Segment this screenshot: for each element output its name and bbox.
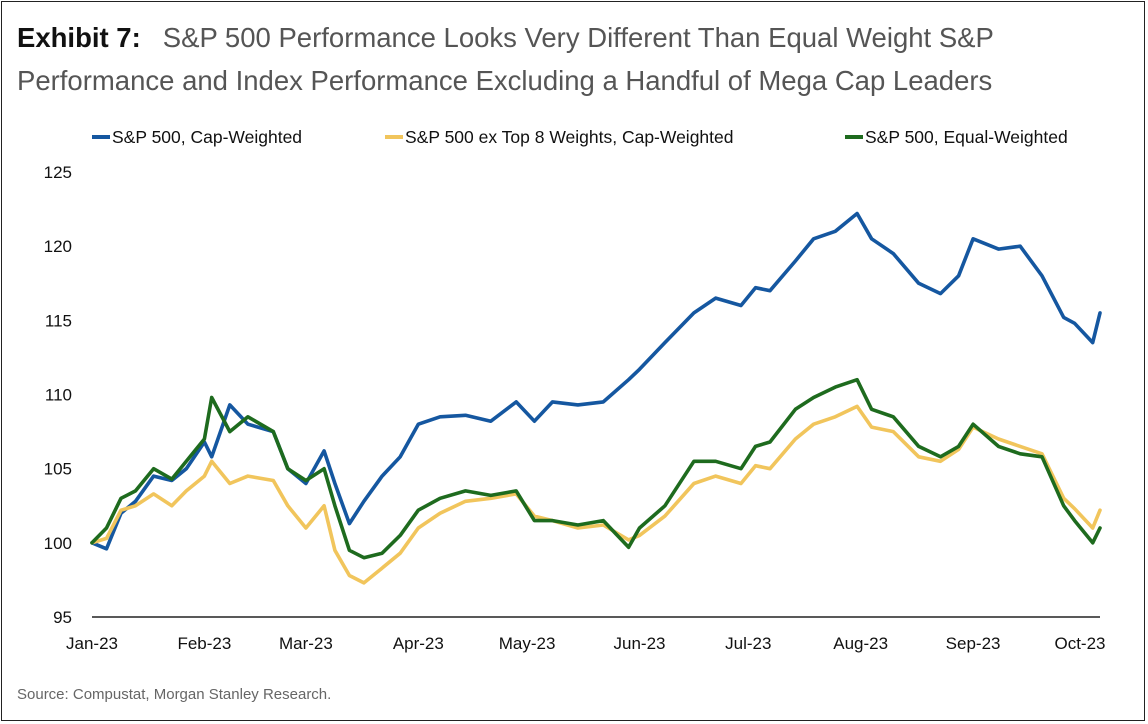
x-tick-label: Oct-23 xyxy=(1054,634,1105,653)
series-line-ex-top8 xyxy=(90,404,1102,585)
y-tick-label: 105 xyxy=(44,460,72,479)
y-tick-label: 125 xyxy=(44,163,72,182)
legend-label-cap-weighted: S&P 500, Cap-Weighted xyxy=(112,126,303,147)
series-lines xyxy=(90,211,1102,585)
exhibit-label: Exhibit 7: xyxy=(17,22,141,53)
legend-item-ex-top8: S&P 500 ex Top 8 Weights, Cap-Weighted xyxy=(385,125,734,149)
y-tick-label: 110 xyxy=(45,386,72,405)
y-axis-ticks: 95 100 105 110 115 120 125 xyxy=(44,163,72,627)
x-tick-label: Sep-23 xyxy=(946,634,1001,653)
y-tick-label: 100 xyxy=(44,534,72,553)
x-tick-label: Jun-23 xyxy=(614,634,666,653)
series-line-equal-weighted xyxy=(90,377,1102,560)
x-tick-label: Aug-23 xyxy=(833,634,888,653)
x-tick-label: Feb-23 xyxy=(177,634,231,653)
y-tick-label: 120 xyxy=(44,237,72,256)
x-tick-label: May-23 xyxy=(499,634,556,653)
y-tick-label: 95 xyxy=(53,608,72,627)
title-text: S&P 500 Performance Looks Very Different… xyxy=(17,22,994,96)
x-tick-label: Apr-23 xyxy=(393,634,444,653)
x-axis: Jan-23 Feb-23 Mar-23 Apr-23 May-23 Jun-23 Jul-… xyxy=(66,616,1106,653)
y-tick-label: 115 xyxy=(45,311,72,330)
legend-swatch-ex-top8 xyxy=(385,135,403,139)
legend-swatch-equal-weighted xyxy=(845,135,863,139)
legend-swatch-cap-weighted xyxy=(92,135,110,139)
legend-item-cap-weighted: S&P 500, Cap-Weighted xyxy=(92,125,302,149)
source-note: Source: Compustat, Morgan Stanley Resear… xyxy=(17,686,332,703)
series-line-cap-weighted xyxy=(90,211,1102,551)
chart-title: Exhibit 7: S&P 500 Performance Looks Very… xyxy=(17,16,1127,102)
legend-label-equal-weighted: S&P 500, Equal-Weighted xyxy=(865,126,1068,147)
x-tick-label: Mar-23 xyxy=(279,634,333,653)
legend-item-equal-weighted: S&P 500, Equal-Weighted xyxy=(845,125,1068,149)
chart-legend: S&P 500, Cap-Weighted S&P 500 ex Top 8 W… xyxy=(92,125,1132,149)
x-tick-label: Jan-23 xyxy=(66,634,118,653)
legend-label-ex-top8: S&P 500 ex Top 8 Weights, Cap-Weighted xyxy=(405,126,734,147)
x-tick-label: Jul-23 xyxy=(725,634,771,653)
